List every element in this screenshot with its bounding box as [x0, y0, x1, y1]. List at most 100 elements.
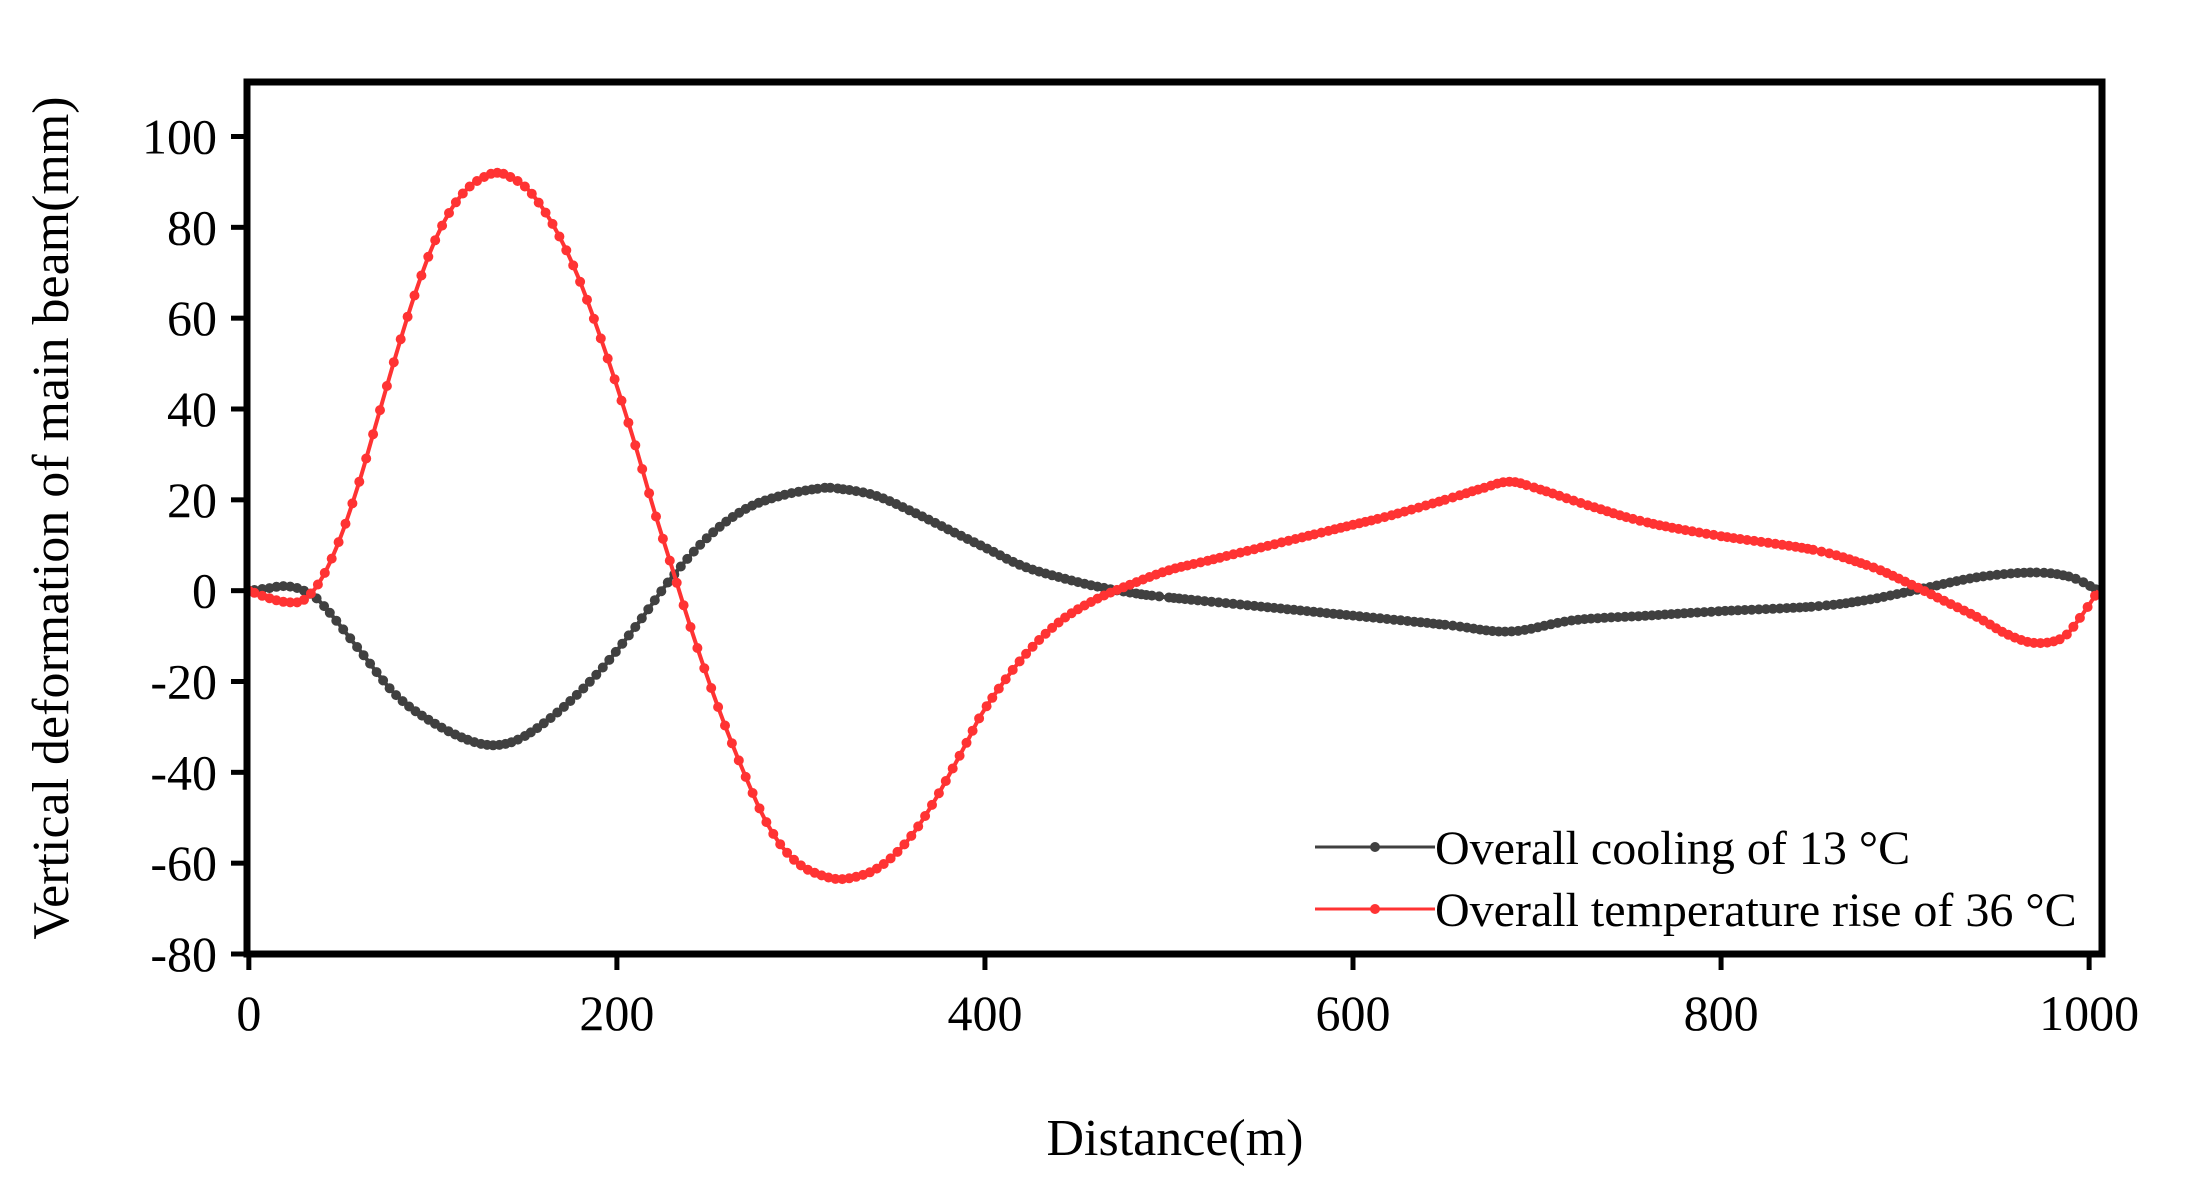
data-point: [397, 696, 408, 707]
data-point: [871, 863, 882, 874]
y-tick-label: -80: [150, 926, 217, 982]
data-point: [1154, 591, 1165, 602]
data-point: [885, 853, 896, 864]
data-point: [657, 533, 668, 544]
data-point: [1014, 656, 1025, 667]
data-point: [947, 763, 958, 774]
data-point: [701, 533, 712, 544]
data-point: [2090, 590, 2100, 601]
data-point: [878, 859, 889, 869]
data-point: [319, 567, 330, 578]
data-point: [688, 546, 699, 557]
legend-label-temperature-rise: Overall temperature rise of 36 °C: [1435, 884, 2077, 937]
series-line-0: [248, 485, 2100, 748]
data-point: [906, 830, 917, 841]
data-point: [940, 776, 951, 786]
y-tick-label: -40: [150, 744, 217, 800]
data-point: [747, 788, 758, 798]
data-point: [2054, 634, 2065, 645]
data-point: [2074, 612, 2085, 623]
data-point: [974, 713, 985, 724]
data-point: [1040, 628, 1051, 639]
plot-frame: [243, 78, 2106, 958]
data-point: [584, 676, 595, 687]
data-point: [597, 662, 608, 673]
data-point: [630, 440, 641, 451]
data-point: [768, 828, 779, 839]
data-point: [568, 260, 579, 271]
data-point: [602, 353, 613, 364]
data-point: [554, 231, 565, 242]
x-axis-title: Distance(m): [1046, 1110, 1303, 1167]
y-tick-label: 40: [167, 381, 217, 437]
data-point: [588, 313, 599, 324]
data-point: [682, 553, 693, 564]
x-tick-label: 600: [1316, 985, 1391, 1041]
data-point: [782, 847, 793, 858]
data-point: [630, 622, 641, 632]
data-point: [623, 417, 634, 428]
data-point: [371, 667, 382, 678]
data-point: [775, 839, 786, 850]
data-point: [643, 604, 654, 615]
y-tick-label: 80: [167, 199, 217, 255]
y-tick-label: 0: [192, 563, 217, 619]
data-point: [987, 692, 998, 703]
data-point: [368, 429, 379, 440]
data-point: [547, 218, 558, 229]
data-point: [713, 702, 724, 712]
data-point: [416, 270, 427, 281]
data-point: [388, 357, 399, 368]
data-point: [2082, 602, 2093, 612]
data-point: [444, 208, 454, 218]
data-point: [571, 689, 582, 700]
data-point: [685, 622, 696, 632]
data-point: [609, 374, 620, 385]
legend-marker-temperature-rise: [1370, 904, 1380, 914]
data-point: [699, 663, 710, 674]
data-point: [578, 683, 589, 694]
data-point: [933, 788, 944, 799]
data-point: [636, 613, 647, 624]
series-layer: [243, 167, 2101, 885]
data-point: [927, 799, 937, 810]
data-point: [675, 561, 686, 572]
data-point: [671, 577, 682, 588]
x-tick-label: 400: [947, 985, 1022, 1041]
y-axis: -80 -60 -40 -20 0 20 40 60 80 100: [142, 109, 247, 982]
data-point: [582, 294, 592, 305]
legend-label-cooling: Overall cooling of 13 °C: [1435, 822, 1910, 875]
data-point: [954, 750, 965, 761]
data-point: [331, 615, 342, 626]
data-point: [967, 725, 978, 736]
data-point: [961, 737, 972, 748]
y-tick-label: 60: [167, 290, 217, 346]
data-point: [1000, 674, 1011, 685]
data-point: [1053, 617, 1064, 628]
data-point: [352, 642, 363, 652]
data-point: [637, 464, 648, 474]
data-point: [993, 683, 1004, 694]
data-point: [333, 537, 344, 548]
legend-marker-cooling: [1370, 842, 1380, 852]
data-point: [1047, 622, 1058, 633]
data-point: [616, 395, 627, 406]
data-point: [512, 176, 523, 186]
data-point: [754, 803, 765, 814]
data-point: [733, 755, 744, 766]
data-point: [2061, 629, 2072, 640]
legend: Overall cooling of 13 °C Overall tempera…: [1315, 822, 2077, 937]
data-point: [1007, 664, 1018, 675]
data-point: [312, 579, 323, 590]
data-point: [591, 669, 602, 680]
data-point: [1027, 641, 1038, 652]
data-point: [558, 701, 569, 712]
data-point: [533, 197, 544, 208]
data-point: [708, 527, 719, 538]
data-point: [595, 333, 606, 344]
data-point: [1808, 544, 1819, 555]
data-point: [450, 197, 461, 208]
data-point: [545, 713, 556, 723]
